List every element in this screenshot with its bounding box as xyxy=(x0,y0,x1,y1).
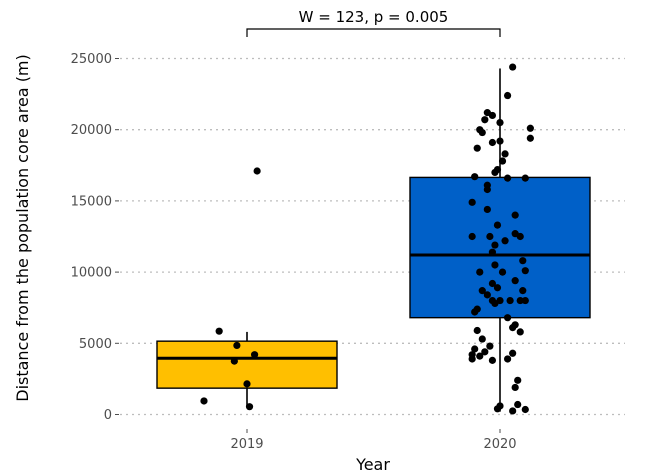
data-point xyxy=(486,232,494,241)
data-point xyxy=(488,356,497,364)
data-point xyxy=(481,348,489,356)
data-point xyxy=(481,116,489,124)
data-point xyxy=(243,380,251,388)
y-tick-label: 25000 xyxy=(71,52,112,67)
data-point xyxy=(526,124,534,132)
data-point xyxy=(478,128,486,137)
data-point xyxy=(493,221,502,229)
bracket-line xyxy=(246,28,501,37)
data-point xyxy=(509,407,517,415)
x-axis-ticks: 2019 2020 xyxy=(230,429,517,452)
data-point xyxy=(519,257,527,265)
data-point xyxy=(488,248,497,256)
data-point xyxy=(483,291,491,299)
data-point xyxy=(511,211,519,219)
data-point xyxy=(503,355,512,363)
data-point xyxy=(471,173,479,181)
y-axis-ticks: 0 5000 10000 15000 20000 25000 xyxy=(71,52,119,423)
data-point xyxy=(503,174,512,182)
data-point xyxy=(498,157,507,165)
data-point xyxy=(476,268,484,276)
data-point xyxy=(501,150,509,158)
data-point xyxy=(496,118,504,127)
data-point xyxy=(511,383,519,392)
y-tick-label: 10000 xyxy=(71,266,112,281)
data-point xyxy=(488,111,497,120)
data-point xyxy=(521,405,529,414)
data-point xyxy=(476,352,484,360)
data-point xyxy=(491,299,499,308)
data-point xyxy=(230,357,238,365)
annotation-text: W = 123, p = 0.005 xyxy=(299,8,449,26)
data-point xyxy=(496,137,504,145)
data-point xyxy=(521,174,529,182)
x-axis-title: Year xyxy=(355,455,390,474)
point-group xyxy=(200,63,534,415)
data-point xyxy=(473,144,481,152)
data-point xyxy=(514,376,522,384)
data-point xyxy=(245,403,254,411)
data-point xyxy=(488,279,497,288)
data-point xyxy=(498,268,507,276)
data-point xyxy=(516,232,524,241)
y-tick-label: 0 xyxy=(104,408,112,423)
data-point xyxy=(493,405,502,413)
data-point xyxy=(519,287,527,295)
data-point xyxy=(473,326,481,335)
y-tick-label: 5000 xyxy=(79,337,112,352)
data-point xyxy=(200,397,208,405)
data-point xyxy=(493,284,502,292)
data-point xyxy=(233,341,241,350)
data-point xyxy=(521,296,529,305)
data-point xyxy=(503,91,512,100)
box-group xyxy=(156,68,591,412)
data-point xyxy=(250,351,259,359)
data-point xyxy=(468,232,476,241)
data-point xyxy=(483,185,491,194)
data-point xyxy=(516,296,524,305)
data-point xyxy=(491,168,499,177)
data-point xyxy=(511,277,519,285)
significance-annotation: W = 123, p = 0.005 xyxy=(246,8,501,37)
data-point xyxy=(483,205,491,214)
data-point xyxy=(491,261,499,269)
data-point xyxy=(488,138,497,147)
data-point xyxy=(471,308,479,316)
data-point xyxy=(478,287,486,295)
data-point xyxy=(491,241,499,249)
box-2020 xyxy=(409,176,591,319)
data-point xyxy=(468,198,476,206)
data-point xyxy=(471,345,479,353)
data-point xyxy=(486,342,494,350)
data-point xyxy=(509,324,517,332)
data-point xyxy=(253,167,261,175)
data-point xyxy=(509,63,517,71)
data-point xyxy=(215,327,223,335)
y-tick-label: 15000 xyxy=(71,194,112,209)
data-point xyxy=(468,355,476,363)
y-tick-label: 20000 xyxy=(71,123,112,138)
x-tick-label: 2019 xyxy=(230,437,263,452)
data-point xyxy=(514,400,522,409)
data-point xyxy=(509,349,517,357)
data-point xyxy=(521,267,529,275)
data-point xyxy=(478,335,486,343)
data-point xyxy=(503,314,512,322)
data-point xyxy=(516,328,524,336)
data-point xyxy=(501,237,509,245)
data-point xyxy=(506,296,514,305)
x-tick-label: 2020 xyxy=(483,437,516,452)
data-point xyxy=(526,134,534,142)
y-axis-title: Distance from the population core area (… xyxy=(13,54,32,402)
